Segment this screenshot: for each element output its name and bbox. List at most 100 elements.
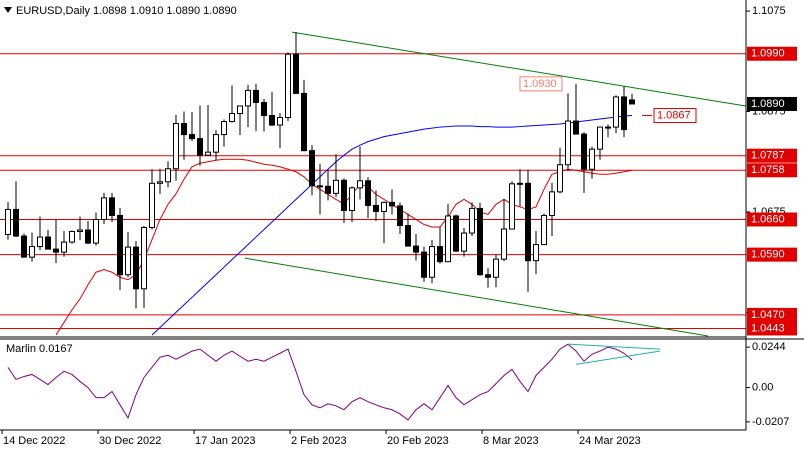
candle-body [85, 229, 91, 244]
candle-body [445, 215, 451, 263]
annotation-label: 1.0930 [523, 78, 557, 90]
candle-body [517, 182, 523, 185]
candle-body [429, 246, 435, 278]
candle-body [165, 168, 171, 183]
y-tick-label: 0.0244 [752, 341, 786, 353]
candle-body [597, 126, 603, 150]
candle-body [533, 244, 539, 262]
line [7, 343, 633, 421]
candle-body [557, 164, 563, 193]
x-tick-label: 14 Dec 2022 [3, 435, 65, 447]
annotation-box [519, 76, 563, 92]
x-tick-label: 30 Dec 2022 [99, 435, 161, 447]
candle-body [629, 99, 635, 105]
level-box [747, 46, 797, 61]
line [151, 115, 633, 336]
candle-body [53, 248, 59, 253]
candle-body [109, 197, 115, 216]
level-box [747, 307, 797, 322]
candle-body [117, 214, 123, 276]
candle-body [589, 148, 595, 170]
candle-body [245, 89, 251, 107]
x-tick-label: 2 Feb 2023 [291, 435, 347, 447]
candle-body [197, 138, 203, 156]
level-label: 1.0470 [751, 309, 785, 321]
y-tick-label: 1.1075 [752, 5, 786, 17]
candle-body [173, 123, 179, 170]
candle-body [157, 181, 163, 184]
candle-body [397, 205, 403, 227]
candle-body [549, 191, 555, 216]
candle-body [509, 183, 515, 230]
candle-body [213, 134, 219, 153]
candle-body [605, 126, 611, 129]
candle-body [613, 96, 619, 128]
menu-icon[interactable] [4, 7, 12, 13]
candle-body [221, 121, 227, 136]
level-box [747, 247, 797, 262]
candle-body [477, 207, 483, 276]
candle-body [61, 241, 67, 253]
chart-title: EURUSD,Daily 1.0898 1.0910 1.0890 1.0890 [16, 5, 237, 17]
candle-body [437, 246, 443, 263]
candle-body [373, 204, 379, 212]
candle-body [45, 236, 51, 250]
candle-body [357, 180, 363, 189]
candle-body [277, 117, 283, 126]
indicator-name: Marlin [6, 343, 36, 355]
candle-body [565, 120, 571, 166]
candle-body [229, 113, 235, 123]
candle-body [525, 182, 531, 262]
level-label: 1.0660 [751, 213, 785, 225]
candle-body [261, 101, 267, 117]
candle-body [421, 251, 427, 278]
level-box [747, 163, 797, 178]
level-box [747, 321, 797, 336]
candle-body [37, 236, 43, 248]
candle-body [325, 185, 331, 194]
annotation-label: 1.0867 [657, 109, 691, 121]
candle-body [581, 133, 587, 170]
candle-body [13, 208, 19, 237]
candle-body [69, 231, 75, 243]
candle-body [341, 179, 347, 211]
level-label: 1.0443 [751, 322, 785, 334]
candle-body [541, 214, 547, 246]
last-price-box [747, 96, 797, 111]
candle-body [181, 123, 187, 136]
level-label: 1.0758 [751, 164, 785, 176]
candle-body [413, 245, 419, 253]
candle-body [5, 208, 11, 236]
indicator-label: Marlin 0.0167 [6, 343, 73, 355]
candle-body [405, 225, 411, 247]
candle-body [381, 201, 387, 212]
trendline [567, 343, 661, 350]
y-tick-label: -0.0207 [752, 416, 789, 428]
trendline [291, 31, 746, 107]
candle-body [125, 246, 131, 276]
x-tick-label: 24 Mar 2023 [579, 435, 641, 447]
candle-body [293, 53, 299, 94]
candle-body [285, 53, 291, 119]
candle-body [573, 120, 579, 135]
candle-body [309, 150, 315, 187]
candle-body [485, 274, 491, 278]
plot-layer: 1.0930 1.0867 [0, 31, 746, 421]
candle-body [333, 179, 339, 194]
candle-body [29, 246, 35, 258]
last-price-label: 1.0890 [751, 98, 785, 110]
annotation-box [653, 108, 697, 124]
trendline [575, 350, 661, 365]
candle-body [389, 201, 395, 207]
candle-body [461, 232, 467, 252]
candle-body [189, 134, 195, 140]
x-tick-label: 17 Jan 2023 [195, 435, 256, 447]
x-tick-label: 20 Feb 2023 [387, 435, 449, 447]
candle-body [77, 229, 83, 233]
candle-body [501, 228, 507, 260]
candle-body [205, 151, 211, 156]
candle-body [269, 115, 275, 126]
level-label: 1.0590 [751, 249, 785, 261]
